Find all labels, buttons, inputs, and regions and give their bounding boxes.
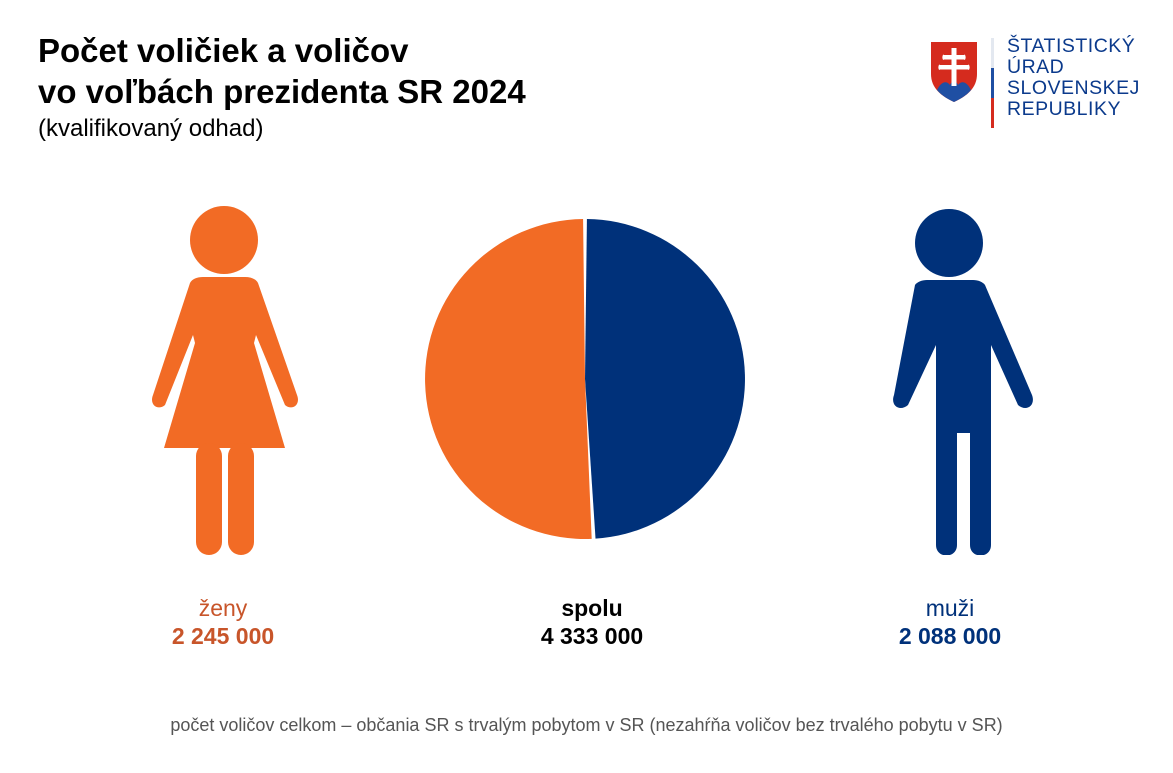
women-label: ženy <box>198 595 248 621</box>
total-label: spolu <box>561 595 623 621</box>
footnote: počet voličov celkom – občania SR s trva… <box>170 715 1003 735</box>
woman-icon <box>152 206 298 555</box>
title-block: Počet voličiek a voličov vo voľbách prez… <box>38 30 526 144</box>
man-icon <box>893 209 1033 555</box>
logo-divider <box>991 38 994 129</box>
men-value: 2 088 000 <box>898 623 1002 649</box>
page-title-line1: Počet voličiek a voličov <box>38 32 409 69</box>
women-label-group: ženy 2 245 000 <box>103 594 343 650</box>
pie-chart <box>425 219 745 539</box>
men-label-group: muži 2 088 000 <box>830 594 1070 650</box>
statistical-office-logo: ŠTATISTICKÝ ÚRAD SLOVENSKEJ REPUBLIKY <box>929 36 1159 133</box>
logo-text: ŠTATISTICKÝ ÚRAD SLOVENSKEJ REPUBLIKY <box>1007 36 1140 120</box>
logo-line: ÚRAD <box>1007 56 1065 78</box>
slovak-coat-of-arms-icon <box>931 42 977 102</box>
total-label-group: spolu 4 333 000 <box>472 594 712 650</box>
women-value: 2 245 000 <box>171 623 275 649</box>
pie-slice-women <box>425 219 592 539</box>
logo-line: ŠTATISTICKÝ <box>1007 35 1136 57</box>
page-title-line2: vo voľbách prezidenta SR 2024 <box>38 73 526 110</box>
logo-line: SLOVENSKEJ <box>1007 77 1140 99</box>
logo-line: REPUBLIKY <box>1007 98 1121 120</box>
pie-slice-men <box>585 219 745 539</box>
men-label: muži <box>925 595 975 621</box>
page-subtitle: (kvalifikovaný odhad) <box>38 115 264 142</box>
total-value: 4 333 000 <box>540 623 644 649</box>
